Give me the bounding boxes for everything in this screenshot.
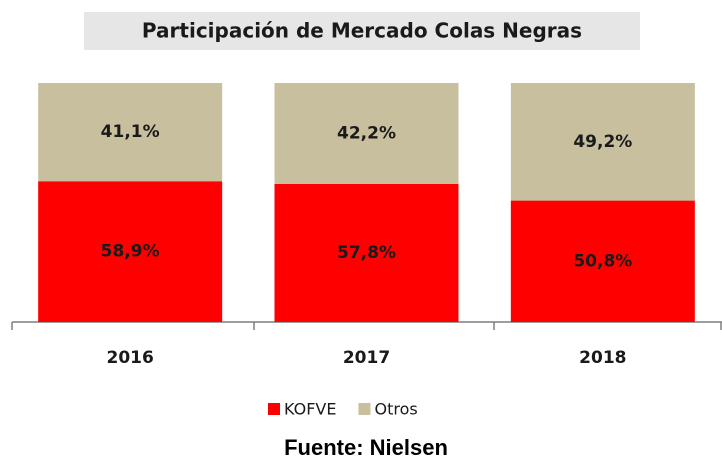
legend-label: Otros (374, 400, 417, 419)
bar-segment (510, 200, 695, 322)
x-tick-label: 2018 (579, 348, 626, 368)
bar-segment (510, 83, 695, 201)
x-tick-label: 2017 (343, 348, 390, 368)
legend-swatch (358, 403, 371, 415)
bar-segment (38, 181, 223, 322)
bar-segment (38, 83, 223, 182)
legend-swatch (268, 403, 280, 415)
data-label: 50,8% (573, 251, 632, 271)
data-label: 49,2% (573, 132, 632, 152)
bar-segment (274, 83, 459, 184)
chart-title: Participación de Mercado Colas Negras (142, 19, 582, 43)
data-label: 42,2% (337, 123, 396, 143)
source-note: Fuente: Nielsen (284, 435, 448, 460)
x-tick-label: 2016 (107, 348, 154, 368)
data-label: 58,9% (101, 242, 160, 262)
legend-label: KOFVE (284, 400, 336, 419)
data-label: 41,1% (101, 122, 160, 142)
data-label: 57,8% (337, 243, 396, 263)
title-background (84, 12, 640, 50)
bar-segment (274, 183, 459, 322)
